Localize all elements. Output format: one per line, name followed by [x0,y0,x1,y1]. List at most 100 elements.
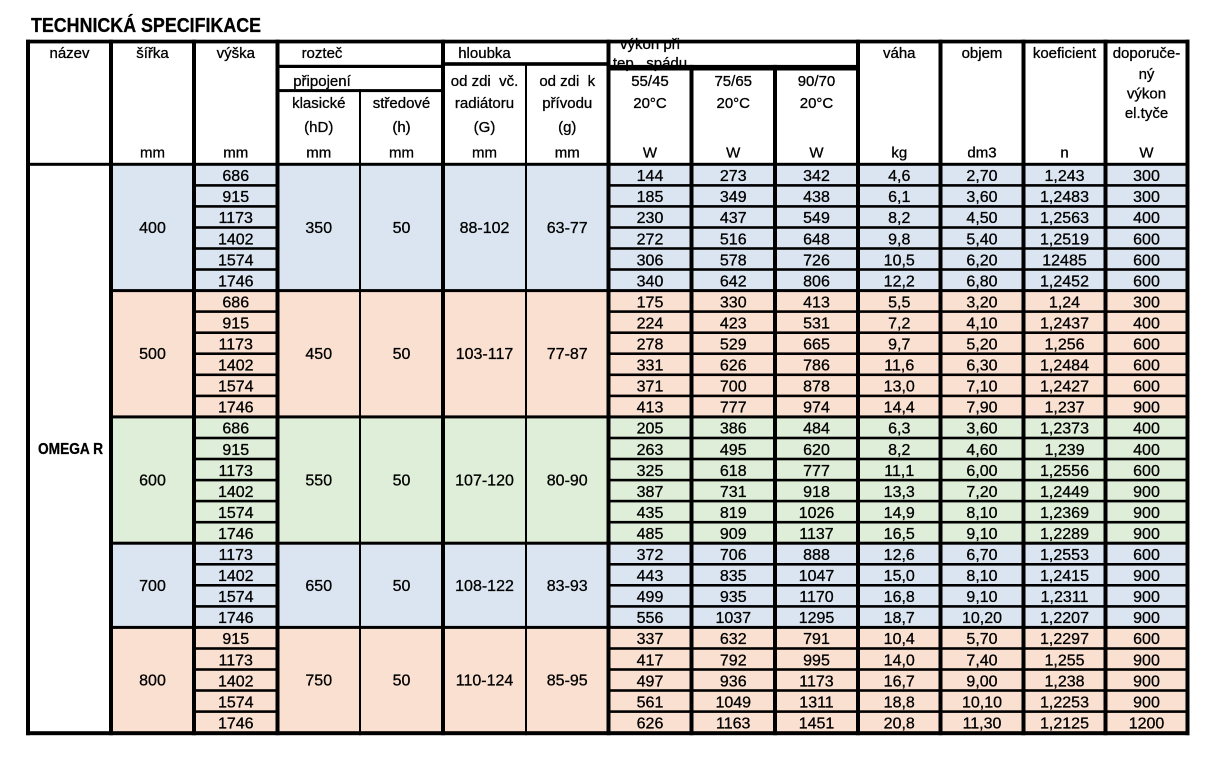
svg-text:900: 900 [1133,505,1160,522]
svg-text:900: 900 [1133,589,1160,606]
svg-text:1402: 1402 [218,673,254,690]
svg-text:10,10: 10,10 [962,694,1002,711]
svg-text:el.tyče: el.tyče [1125,105,1168,122]
svg-text:11,1: 11,1 [884,463,914,480]
svg-text:kg: kg [891,145,907,162]
svg-text:mm: mm [555,145,580,162]
svg-text:1746: 1746 [218,400,254,417]
svg-text:6,00: 6,00 [966,463,997,480]
svg-text:900: 900 [1133,694,1160,711]
svg-text:1,2415: 1,2415 [1040,568,1089,585]
svg-text:835: 835 [720,568,747,585]
svg-text:417: 417 [637,652,664,669]
svg-text:6,20: 6,20 [966,252,997,269]
svg-text:443: 443 [637,568,664,585]
svg-text:1746: 1746 [218,273,254,290]
svg-text:400: 400 [1133,210,1160,227]
svg-text:18,8: 18,8 [884,694,915,711]
svg-text:13,0: 13,0 [884,379,915,396]
svg-text:438: 438 [803,189,830,206]
svg-text:278: 278 [637,337,664,354]
svg-text:900: 900 [1133,526,1160,543]
svg-text:936: 936 [720,673,747,690]
svg-text:10,5: 10,5 [884,252,915,269]
svg-text:995: 995 [803,652,830,669]
svg-text:556: 556 [637,610,664,627]
svg-text:1746: 1746 [218,715,254,732]
svg-text:1,24: 1,24 [1049,294,1080,311]
svg-text:600: 600 [1133,252,1160,269]
svg-text:650: 650 [305,578,332,595]
svg-text:1,2125: 1,2125 [1040,715,1089,732]
svg-text:665: 665 [803,337,830,354]
svg-text:900: 900 [1133,568,1160,585]
svg-text:600: 600 [1133,379,1160,396]
svg-text:900: 900 [1133,610,1160,627]
svg-text:od zdi vč.: od zdi vč. [451,73,519,90]
svg-text:110-124: 110-124 [456,672,514,689]
svg-text:263: 263 [637,442,664,459]
svg-text:1170: 1170 [799,589,834,606]
svg-text:915: 915 [222,442,249,459]
svg-text:4,6: 4,6 [888,168,910,185]
svg-text:1574: 1574 [218,589,254,606]
svg-text:500: 500 [139,346,166,363]
svg-text:1311: 1311 [799,694,834,711]
svg-text:600: 600 [1133,273,1160,290]
svg-text:55/45: 55/45 [631,73,669,90]
svg-text:648: 648 [803,231,830,248]
svg-text:20°C: 20°C [716,95,750,112]
svg-text:1,2483: 1,2483 [1040,189,1089,206]
svg-text:50: 50 [393,346,411,363]
svg-text:900: 900 [1133,673,1160,690]
svg-text:1574: 1574 [218,694,254,711]
svg-text:300: 300 [1133,168,1160,185]
svg-text:77-87: 77-87 [547,346,588,363]
svg-text:1,243: 1,243 [1044,168,1084,185]
svg-text:974: 974 [803,400,830,417]
svg-text:W: W [1139,145,1154,162]
svg-text:272: 272 [637,231,664,248]
svg-text:mm: mm [472,145,497,162]
svg-text:325: 325 [637,463,664,480]
svg-text:371: 371 [637,379,664,396]
svg-text:1,2556: 1,2556 [1040,463,1089,480]
svg-text:50: 50 [393,672,411,689]
svg-text:413: 413 [803,294,830,311]
svg-text:1,2427: 1,2427 [1040,379,1089,396]
svg-text:(g): (g) [558,119,576,136]
svg-text:205: 205 [637,421,664,438]
svg-text:642: 642 [720,273,747,290]
svg-text:1402: 1402 [218,484,254,501]
svg-text:1173: 1173 [219,547,254,564]
svg-text:750: 750 [305,672,332,689]
svg-text:413: 413 [637,400,664,417]
svg-text:16,8: 16,8 [884,589,915,606]
svg-text:900: 900 [1133,652,1160,669]
svg-text:50: 50 [393,220,411,237]
svg-text:600: 600 [1133,231,1160,248]
svg-text:3,20: 3,20 [966,294,997,311]
svg-text:300: 300 [1133,189,1160,206]
svg-text:400: 400 [1133,315,1160,332]
svg-text:1402: 1402 [218,358,254,375]
svg-text:6,30: 6,30 [966,358,997,375]
svg-text:10,20: 10,20 [962,610,1002,627]
svg-text:50: 50 [393,578,411,595]
svg-text:5,70: 5,70 [966,631,997,648]
svg-text:1574: 1574 [218,252,254,269]
svg-text:900: 900 [1133,400,1160,417]
svg-text:klasické: klasické [292,95,345,112]
svg-text:W: W [809,145,824,162]
svg-text:1402: 1402 [218,568,254,585]
svg-text:144: 144 [637,168,664,185]
svg-text:549: 549 [803,210,830,227]
svg-text:(h): (h) [392,119,410,136]
svg-text:600: 600 [1133,463,1160,480]
svg-text:16,7: 16,7 [884,673,915,690]
svg-text:8,10: 8,10 [966,505,997,522]
svg-text:1,237: 1,237 [1044,400,1084,417]
svg-text:dm3: dm3 [967,145,996,162]
svg-text:výška: výška [217,45,256,62]
svg-text:600: 600 [1133,358,1160,375]
